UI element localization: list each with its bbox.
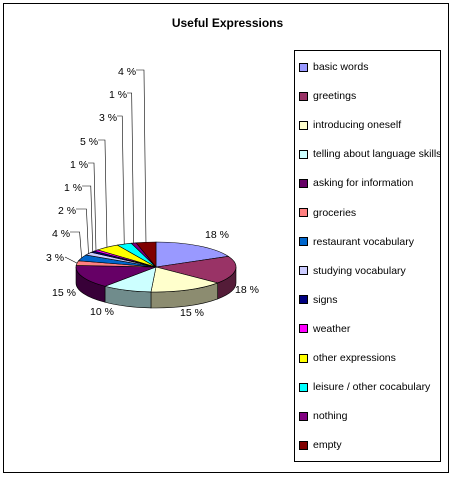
legend-swatch	[299, 120, 308, 130]
legend-item: asking for information	[295, 176, 413, 190]
legend-swatch	[299, 266, 308, 276]
legend-swatch	[299, 382, 308, 392]
legend-swatch	[299, 149, 308, 159]
leader-line-11	[117, 115, 125, 245]
chart-title: Useful Expressions	[171, 16, 284, 30]
pie-label-9: 1 %	[70, 159, 88, 171]
legend-label: leisure / other cocabulary	[313, 381, 431, 394]
legend-item: restaurant vocabulary	[295, 235, 414, 249]
legend-item: basic words	[295, 60, 368, 74]
legend-label: restaurant vocabulary	[313, 235, 414, 248]
legend-label: introducing oneself	[313, 119, 402, 132]
pie-slice-0	[155, 241, 230, 268]
legend-item: groceries	[295, 206, 356, 220]
leader-line-9	[88, 162, 97, 251]
legend-swatch	[299, 353, 308, 363]
leader-line-8	[82, 185, 94, 252]
legend-swatch	[299, 178, 308, 188]
legend-label: greetings	[313, 90, 357, 103]
leader-line-10	[98, 139, 108, 248]
legend-label: telling about language skills	[313, 148, 442, 161]
legend-swatch	[299, 208, 308, 217]
pie-label-1: 18 %	[235, 284, 259, 296]
pie-label-12: 1 %	[109, 89, 127, 101]
leader-line-12	[127, 92, 134, 243]
legend-swatch	[299, 91, 308, 101]
pie-tops	[75, 241, 237, 293]
legend-swatch	[299, 324, 308, 334]
pie-labels: 18 %18 %15 %10 %15 %3 %4 %2 %1 %1 %5 %3 …	[46, 66, 259, 319]
pie-label-2: 15 %	[180, 307, 204, 319]
pie-label-10: 5 %	[80, 136, 98, 148]
legend-label: other expressions	[313, 352, 396, 364]
legend-swatch	[299, 237, 308, 247]
pie-label-5: 3 %	[46, 252, 64, 264]
legend-swatch	[299, 411, 308, 421]
legend-item: signs	[295, 293, 338, 307]
legend-label: empty	[313, 439, 342, 452]
pie-label-3: 10 %	[90, 306, 114, 318]
leader-line-5	[64, 256, 78, 264]
leader-line-6	[70, 231, 82, 258]
pie-slice-2	[150, 266, 219, 293]
legend: basic words greetings introducing oneself t…	[294, 50, 441, 462]
legend-item: leisure / other cocabulary	[295, 380, 430, 394]
legend-item: studying vocabulary	[295, 264, 406, 278]
pie-slice-1	[155, 256, 237, 284]
leader-line-13	[136, 69, 147, 243]
legend-label: basic words	[313, 61, 369, 73]
legend-label: studying vocabulary	[313, 264, 406, 277]
legend-swatch	[299, 295, 308, 305]
legend-item: greetings	[295, 89, 356, 103]
legend-item: nothing	[295, 409, 347, 423]
legend-label: weather	[313, 322, 351, 335]
legend-label: asking for information	[313, 177, 414, 190]
pie-label-8: 1 %	[64, 182, 82, 194]
legend-item: weather	[295, 322, 350, 336]
pie-label-7: 2 %	[58, 205, 76, 217]
pie-label-0: 18 %	[205, 229, 229, 241]
pie-label-6: 4 %	[52, 228, 70, 240]
pie-slice-4	[75, 265, 157, 287]
legend-label: groceries	[313, 206, 357, 219]
legend-label: signs	[313, 293, 338, 306]
pie-label-11: 3 %	[99, 112, 117, 124]
legend-item: introducing oneself	[295, 118, 401, 132]
pie-label-4: 15 %	[52, 287, 76, 299]
legend-swatch	[299, 62, 308, 72]
legend-item: empty	[295, 438, 342, 452]
leader-line-7	[76, 208, 89, 254]
pie-label-13: 4 %	[118, 66, 136, 78]
legend-label: nothing	[313, 410, 348, 423]
legend-swatch	[299, 440, 308, 450]
legend-item: telling about language skills	[295, 147, 441, 161]
legend-item: other expressions	[295, 351, 396, 365]
